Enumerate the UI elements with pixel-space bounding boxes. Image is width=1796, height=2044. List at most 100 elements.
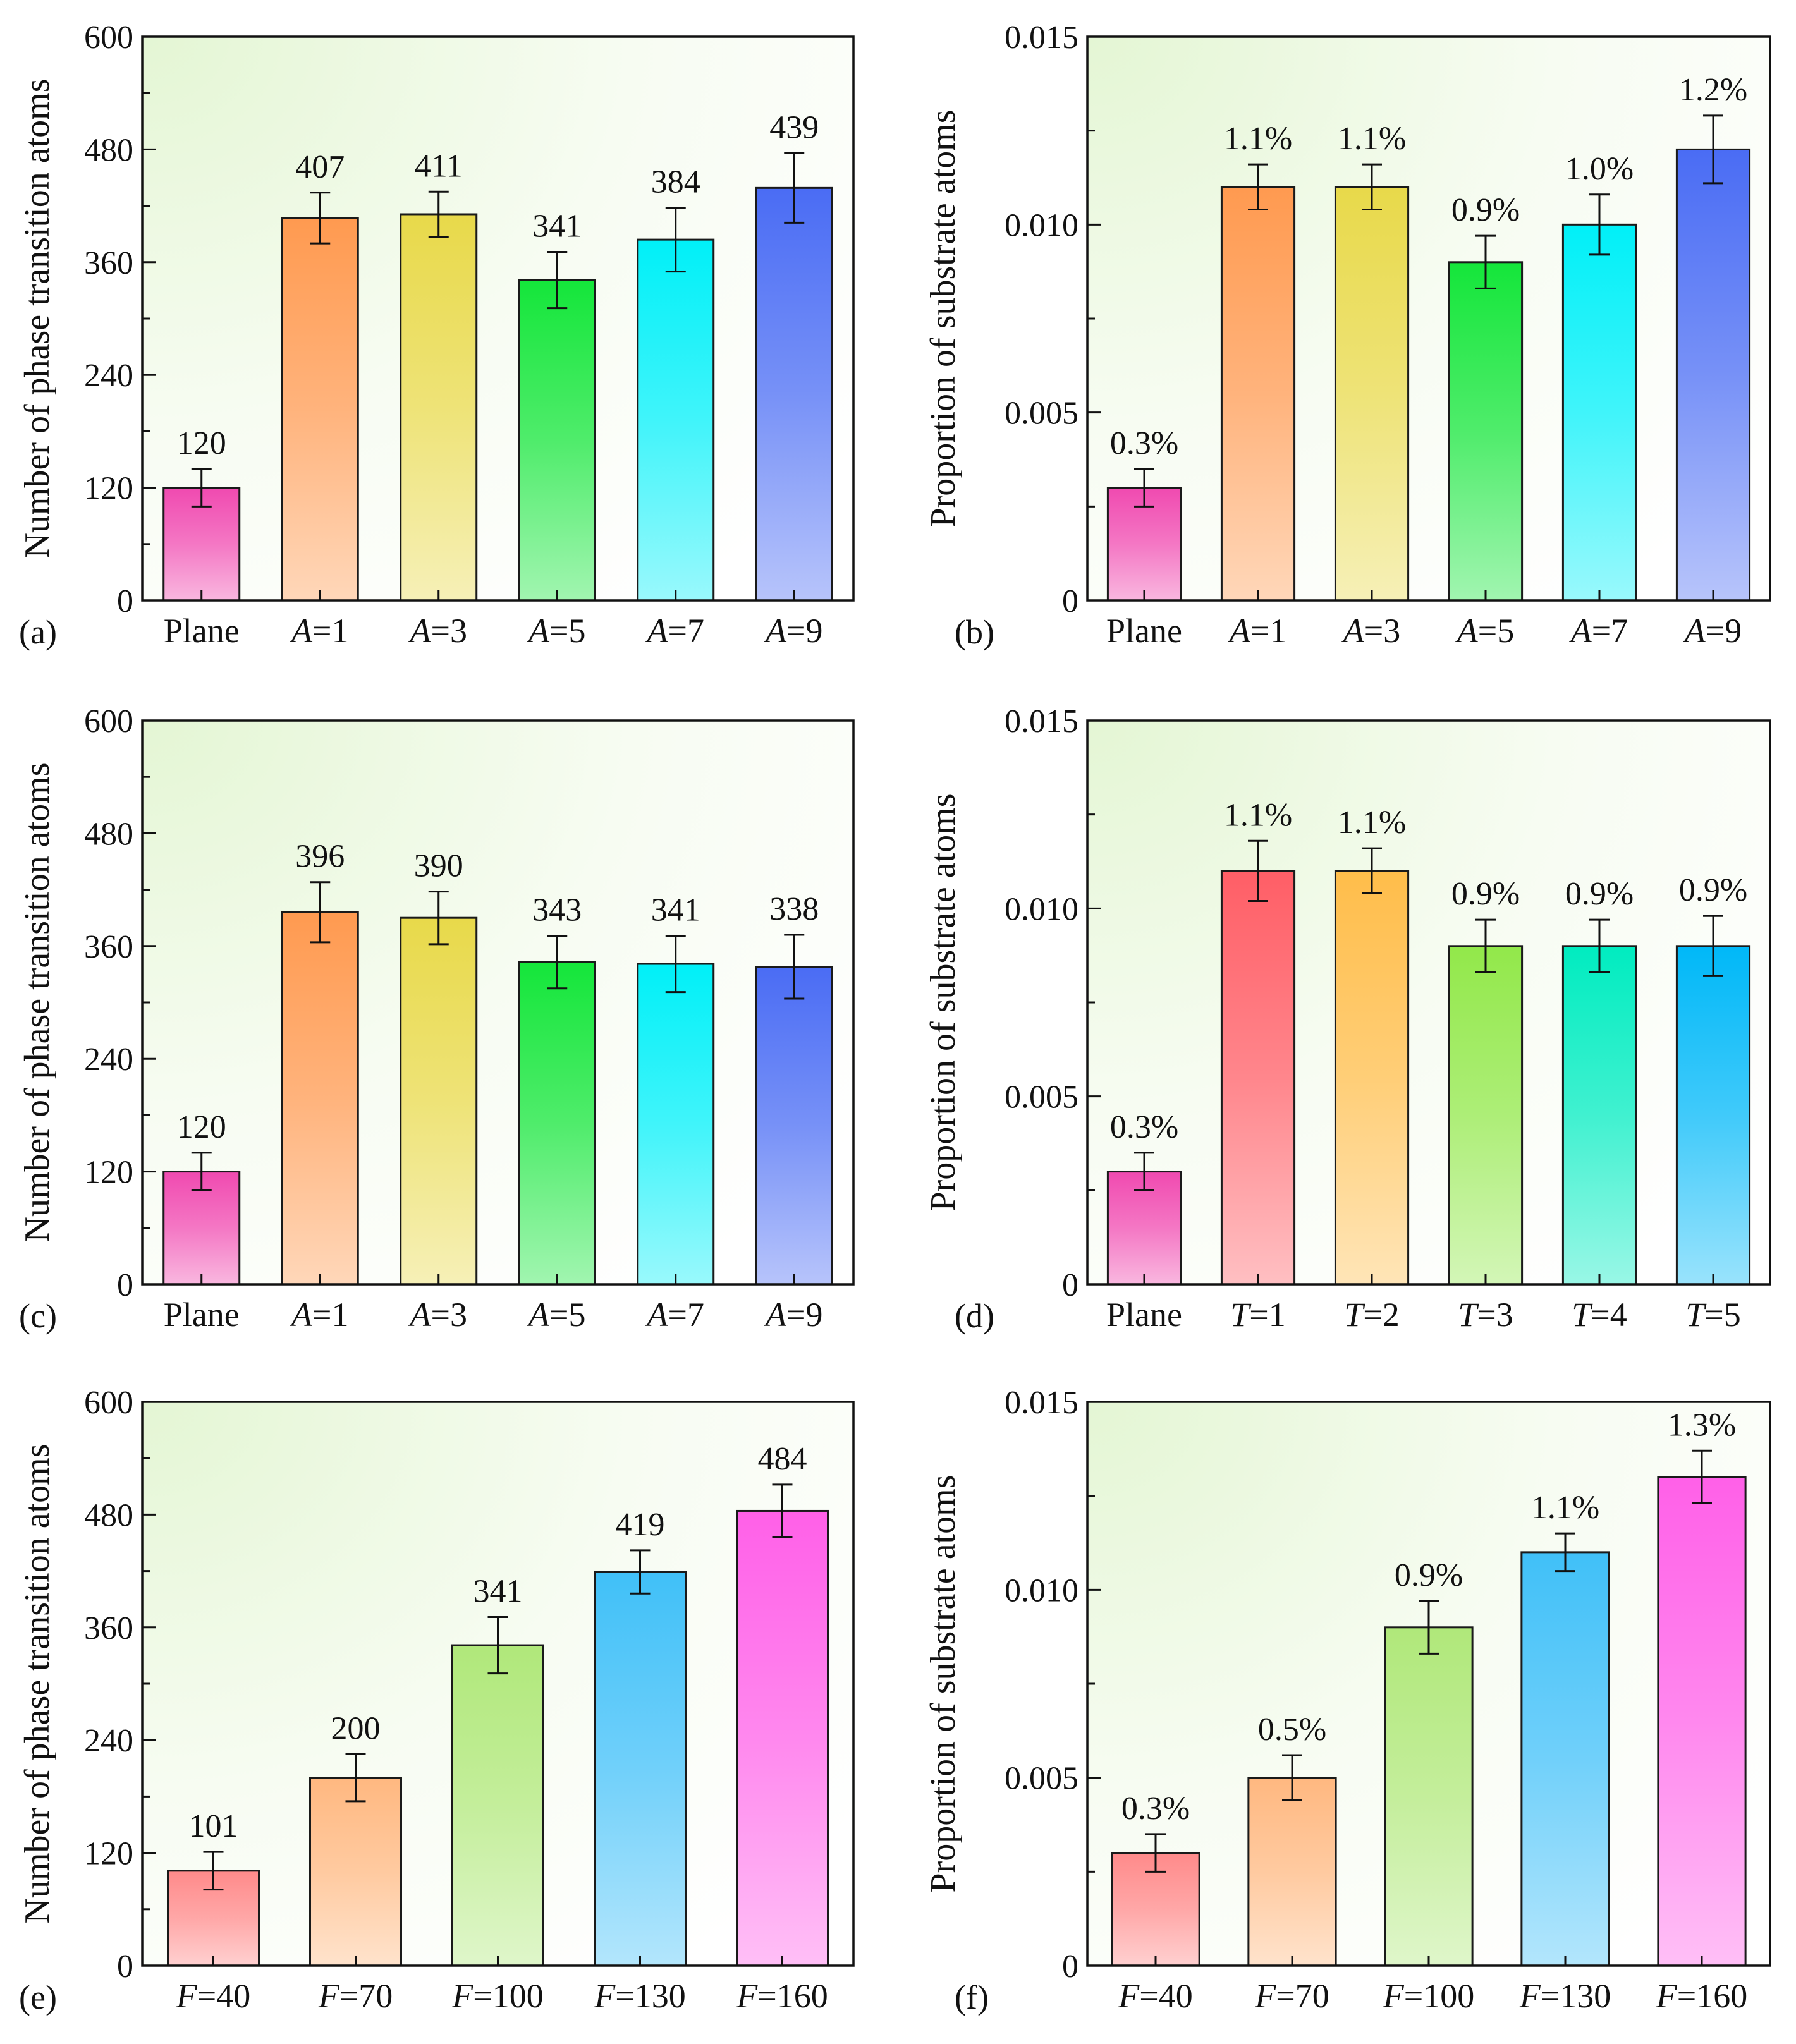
x-tick-label: A=9 (764, 1296, 822, 1334)
x-tick-label: F=70 (1254, 1977, 1329, 2015)
y-tick-label: 0 (1062, 1267, 1078, 1303)
x-tick-label: Plane (1106, 1296, 1182, 1334)
x-tick-label: T=3 (1458, 1296, 1513, 1334)
y-tick-label: 480 (84, 1497, 133, 1533)
panel-letter: (e) (19, 1978, 57, 2016)
data-label: 411 (415, 148, 463, 184)
data-label: 396 (295, 839, 345, 875)
error-bar (784, 152, 805, 224)
x-tick-label: F=70 (318, 1977, 393, 2015)
error-bar (1134, 468, 1154, 508)
error-bar (547, 934, 568, 990)
error-bar (1362, 847, 1382, 895)
error-bar (487, 1615, 508, 1675)
data-label: 1.3% (1668, 1407, 1736, 1443)
x-tick-label: F=100 (1383, 1977, 1474, 2015)
y-tick-label: 240 (84, 1042, 133, 1078)
y-tick-label: 120 (84, 471, 133, 507)
x-tick-label: A=1 (1228, 612, 1286, 650)
x-tick-label: F=130 (594, 1977, 685, 2015)
x-tick-label: A=3 (408, 612, 467, 650)
data-label: 390 (414, 848, 463, 884)
x-tick-label: A=1 (290, 612, 348, 650)
bar (637, 238, 715, 602)
plot-frame (141, 719, 855, 1286)
bar (1220, 870, 1296, 1286)
data-label: 341 (473, 1573, 523, 1609)
plot-frame (141, 1401, 855, 1967)
error-bar (630, 1549, 651, 1595)
x-tick-label: T=5 (1685, 1296, 1741, 1334)
bar (1220, 186, 1296, 602)
bar (1334, 186, 1410, 602)
data-label: 338 (769, 891, 819, 927)
error-bar (1134, 1152, 1154, 1191)
x-tick-label: F=160 (736, 1977, 828, 2015)
y-axis-title: Number of phase transition atoms (18, 79, 57, 559)
data-label: 0.9% (1395, 1557, 1463, 1593)
x-tick-label: A=7 (645, 612, 704, 650)
y-tick-label: 0.015 (1005, 703, 1078, 739)
error-bar (1589, 918, 1610, 973)
data-label: 1.1% (1224, 121, 1292, 157)
data-label: 0.9% (1679, 872, 1747, 908)
x-tick-label: A=3 (1341, 612, 1400, 650)
error-bar (1589, 193, 1610, 256)
error-bar (547, 250, 568, 310)
x-tick-label: F=40 (176, 1977, 250, 2015)
data-label: 1.1% (1338, 805, 1406, 841)
x-tick-label: F=40 (1118, 1977, 1192, 2015)
y-tick-label: 120 (84, 1155, 133, 1191)
bar (736, 1509, 829, 1967)
data-label: 484 (758, 1441, 807, 1477)
x-tick-label: F=160 (1656, 1977, 1747, 2015)
bar (281, 911, 359, 1286)
error-bar (1475, 234, 1496, 289)
data-label: 0.9% (1451, 876, 1520, 912)
error-bar (1692, 1449, 1712, 1505)
plot-frame (1086, 35, 1771, 602)
y-axis-title: Number of phase transition atoms (18, 1444, 57, 1924)
y-tick-label: 0.010 (1005, 207, 1078, 243)
x-tick-label: A=5 (527, 1296, 585, 1334)
data-label: 1.1% (1224, 797, 1292, 833)
data-label: 0.3% (1110, 425, 1178, 461)
x-tick-label: Plane (164, 612, 240, 650)
bar (400, 213, 478, 602)
y-tick-label: 360 (84, 929, 133, 965)
data-label: 384 (651, 164, 700, 200)
data-label: 439 (769, 109, 819, 145)
bar (518, 961, 596, 1286)
y-axis-title: Number of phase transition atoms (18, 763, 57, 1243)
x-tick-label: T=2 (1344, 1296, 1400, 1334)
y-tick-label: 360 (84, 245, 133, 281)
bar (1247, 1777, 1337, 1967)
panel-letter: (a) (19, 613, 57, 651)
error-bar (1248, 839, 1268, 902)
y-tick-label: 0 (117, 1267, 133, 1303)
error-bar (1419, 1600, 1439, 1655)
chart-panel-6: 0 0.005 0.010 0.015 Proportion of substrate … (924, 1385, 1771, 2016)
plot-frame (1086, 1401, 1771, 1967)
error-bar (1145, 1833, 1166, 1873)
error-bar (772, 1483, 793, 1538)
y-axis-title: Proportion of substrate atoms (924, 109, 963, 527)
bar (1561, 945, 1637, 1286)
y-tick-label: 360 (84, 1610, 133, 1646)
bar (1657, 1476, 1747, 1967)
plot-frame (141, 35, 855, 602)
error-bar (1703, 114, 1723, 185)
data-label: 0.5% (1258, 1712, 1326, 1748)
data-label: 1.2% (1679, 72, 1747, 108)
y-tick-label: 0.005 (1005, 1761, 1078, 1797)
data-label: 1.0% (1565, 151, 1634, 187)
bar (281, 217, 359, 602)
panel-letter: (b) (955, 613, 994, 651)
y-tick-label: 240 (84, 358, 133, 394)
chart-panel-5: 0 120 240 360 480 600 Number of phase transiti… (18, 1385, 855, 2016)
bar (755, 186, 833, 602)
error-bar (1282, 1754, 1302, 1801)
y-tick-label: 600 (84, 1385, 133, 1421)
error-bar (1703, 915, 1723, 977)
data-label: 419 (616, 1507, 665, 1543)
